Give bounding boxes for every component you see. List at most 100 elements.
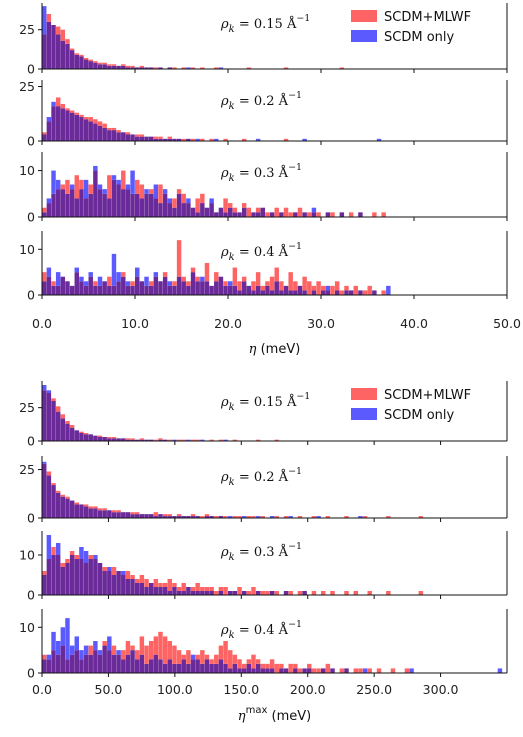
- bar-overlap: [88, 654, 93, 673]
- bar-overlap: [97, 285, 103, 295]
- bar-scdm-mlwf: [237, 516, 242, 518]
- bar-scdm-mlwf: [139, 134, 145, 137]
- bar-overlap: [79, 433, 84, 441]
- bar-overlap: [51, 401, 56, 441]
- bar-scdm-only: [83, 179, 89, 199]
- bar-overlap: [144, 587, 149, 595]
- bar-scdm-mlwf: [251, 587, 256, 595]
- bar-scdm-mlwf: [265, 663, 270, 669]
- bar-scdm-mlwf: [265, 212, 270, 217]
- bar-overlap: [153, 276, 159, 295]
- bar-overlap: [325, 212, 331, 217]
- bar-scdm-mlwf: [297, 591, 303, 595]
- bar-overlap: [293, 668, 298, 673]
- bar-scdm-mlwf: [316, 281, 321, 295]
- bar-overlap: [265, 668, 270, 673]
- bar-overlap: [74, 114, 79, 141]
- bar-scdm-mlwf: [97, 435, 103, 437]
- bar-scdm-mlwf: [316, 668, 321, 673]
- bar-overlap: [65, 498, 70, 518]
- bar-overlap: [144, 514, 149, 518]
- bar-scdm-mlwf: [404, 668, 410, 673]
- bar-overlap: [218, 516, 224, 518]
- bar-scdm-mlwf: [204, 654, 210, 660]
- bar-overlap: [223, 212, 228, 217]
- bar-overlap: [51, 555, 56, 595]
- legend-swatch: [351, 388, 377, 400]
- bar-overlap: [135, 439, 140, 441]
- bar-scdm-mlwf: [167, 641, 172, 660]
- bar-overlap: [195, 516, 200, 518]
- bar-overlap: [55, 492, 61, 518]
- bar-overlap: [46, 393, 52, 441]
- bar-scdm-mlwf: [65, 108, 70, 111]
- bar-overlap: [97, 125, 103, 141]
- bar-overlap: [321, 668, 326, 673]
- bar-overlap: [121, 65, 126, 69]
- bar-overlap: [139, 198, 145, 217]
- bar-scdm-mlwf: [97, 62, 103, 65]
- bar-overlap: [148, 285, 154, 295]
- bar-overlap: [204, 207, 210, 217]
- bar-scdm-mlwf: [130, 512, 135, 515]
- bar-overlap: [74, 198, 79, 217]
- bar-scdm-mlwf: [195, 583, 200, 591]
- bar-overlap: [74, 650, 79, 673]
- bar-overlap: [214, 281, 219, 295]
- y-tick-label: 0: [27, 434, 35, 449]
- bar-overlap: [83, 654, 89, 673]
- bar-scdm-mlwf: [162, 272, 168, 277]
- bar-scdm-only: [69, 645, 75, 655]
- bar-overlap: [344, 290, 349, 295]
- bar-scdm-mlwf: [69, 551, 75, 555]
- bar-scdm-mlwf: [125, 438, 131, 440]
- bar-overlap: [93, 508, 98, 518]
- bar-scdm-mlwf: [135, 512, 140, 515]
- bar-scdm-mlwf: [60, 184, 66, 190]
- bar-scdm-mlwf: [79, 431, 84, 433]
- bar-overlap: [139, 136, 145, 141]
- bar-scdm-mlwf: [228, 650, 233, 669]
- bar-overlap: [46, 475, 52, 518]
- y-tick-label: 25: [19, 462, 35, 477]
- bar-scdm-only: [316, 516, 321, 518]
- bar-scdm-mlwf: [283, 67, 289, 69]
- bar-overlap: [223, 663, 228, 673]
- bar-overlap: [214, 663, 219, 673]
- bar-scdm-mlwf: [297, 207, 303, 217]
- bar-overlap: [190, 659, 196, 673]
- bar-overlap: [200, 591, 205, 595]
- bar-overlap: [83, 59, 89, 69]
- bar-overlap: [195, 212, 200, 217]
- bar-overlap: [209, 591, 214, 595]
- bar-overlap: [241, 591, 247, 595]
- bar-overlap: [279, 212, 284, 217]
- bar-scdm-mlwf: [353, 668, 358, 673]
- bar-overlap: [88, 193, 93, 217]
- bar-overlap: [107, 510, 112, 518]
- bar-scdm-only: [144, 276, 149, 286]
- bar-scdm-mlwf: [153, 636, 159, 655]
- bar-scdm-mlwf: [241, 138, 247, 141]
- bar-overlap: [153, 138, 159, 141]
- bar-scdm-mlwf: [190, 267, 196, 273]
- bar-overlap: [121, 438, 126, 441]
- y-tick-label: 0: [27, 588, 35, 603]
- bar-overlap: [176, 516, 182, 518]
- bar-scdm-mlwf: [223, 198, 228, 213]
- bar-scdm-mlwf: [367, 591, 372, 595]
- panel-label: ρk = 0.3 Å−1: [220, 541, 302, 563]
- bar-overlap: [93, 650, 98, 673]
- bar-scdm-mlwf: [297, 668, 303, 673]
- bar-overlap: [116, 654, 121, 673]
- bar-scdm-mlwf: [260, 591, 265, 595]
- bar-scdm-only: [83, 551, 89, 563]
- bar-overlap: [65, 563, 70, 595]
- bar-overlap: [130, 439, 135, 441]
- bar-scdm-mlwf: [344, 516, 349, 518]
- bar-overlap: [116, 184, 121, 217]
- bar-scdm-only: [107, 636, 112, 651]
- bar-scdm-only: [186, 67, 191, 69]
- bar-scdm-mlwf: [265, 591, 270, 595]
- x-tick-label: 30.0: [307, 316, 335, 331]
